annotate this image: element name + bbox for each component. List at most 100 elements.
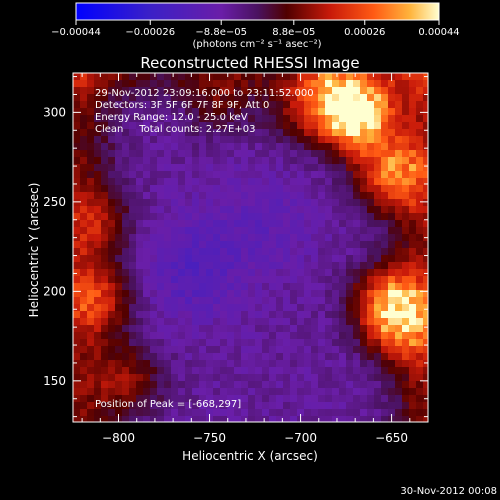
heatmap-cell — [150, 402, 158, 410]
heatmap-cell — [241, 227, 249, 235]
heatmap-cell — [248, 150, 256, 158]
heatmap-cell — [192, 248, 200, 256]
heatmap-cell — [283, 108, 291, 116]
heatmap-cell — [129, 353, 137, 361]
heatmap-cell — [297, 304, 305, 312]
heatmap-cell — [241, 339, 249, 347]
heatmap-cell — [241, 101, 249, 109]
heatmap-cell — [402, 395, 410, 403]
heatmap-cell — [157, 129, 165, 137]
heatmap-cell — [255, 213, 263, 221]
heatmap-cell — [416, 234, 424, 242]
heatmap-cell — [346, 318, 354, 326]
heatmap-cell — [367, 220, 375, 228]
heatmap-cell — [276, 136, 284, 144]
heatmap-cell — [367, 80, 375, 88]
heatmap-cell — [318, 290, 326, 298]
heatmap-cell — [269, 73, 277, 81]
heatmap-cell — [360, 381, 368, 389]
heatmap-cell — [73, 80, 81, 88]
heatmap-cell — [199, 269, 207, 277]
heatmap-cell — [388, 136, 396, 144]
heatmap-cell — [150, 381, 158, 389]
heatmap-cell — [101, 346, 109, 354]
heatmap-cell — [395, 409, 403, 417]
heatmap-cell — [213, 115, 221, 123]
heatmap-cell — [192, 318, 200, 326]
heatmap-cell — [374, 311, 382, 319]
heatmap-cell — [185, 73, 193, 81]
heatmap-cell — [171, 115, 179, 123]
colorbar-tick-label: −0.00026 — [125, 27, 175, 38]
heatmap-cell — [87, 297, 95, 305]
heatmap-cell — [325, 150, 333, 158]
heatmap-cell — [297, 290, 305, 298]
heatmap-cell — [367, 185, 375, 193]
heatmap-cell — [80, 311, 88, 319]
heatmap-cell — [262, 143, 270, 151]
heatmap-cell — [213, 395, 221, 403]
heatmap-cell — [73, 248, 81, 256]
heatmap-cell — [164, 374, 172, 382]
heatmap-cell — [360, 409, 368, 417]
heatmap-cell — [304, 150, 312, 158]
heatmap-cell — [115, 220, 123, 228]
heatmap-cell — [388, 115, 396, 123]
heatmap-cell — [220, 395, 228, 403]
heatmap-cell — [101, 395, 109, 403]
heatmap-cell — [185, 276, 193, 284]
heatmap-cell — [290, 416, 298, 422]
heatmap-cell — [241, 325, 249, 333]
heatmap-cell — [304, 171, 312, 179]
heatmap-cell — [108, 87, 116, 95]
heatmap-cell — [339, 227, 347, 235]
heatmap-cell — [122, 255, 130, 263]
heatmap-cell — [381, 234, 389, 242]
heatmap-cell — [192, 283, 200, 291]
heatmap-cell — [227, 234, 235, 242]
heatmap-cell — [73, 108, 81, 116]
heatmap-cell — [185, 108, 193, 116]
heatmap-cell — [262, 234, 270, 242]
heatmap-cell — [339, 360, 347, 368]
heatmap-cell — [388, 220, 396, 228]
heatmap-cell — [339, 129, 347, 137]
heatmap-cell — [234, 262, 242, 270]
heatmap-cell — [367, 234, 375, 242]
heatmap-cell — [122, 101, 130, 109]
heatmap-cell — [297, 269, 305, 277]
heatmap-cell — [164, 353, 172, 361]
heatmap-cell — [171, 129, 179, 137]
heatmap-cell — [325, 276, 333, 284]
heatmap-cell — [157, 402, 165, 410]
heatmap-cell — [255, 297, 263, 305]
heatmap-cell — [367, 206, 375, 214]
heatmap-cell — [276, 395, 284, 403]
heatmap-cell — [374, 304, 382, 312]
heatmap-cell — [136, 108, 144, 116]
heatmap-cell — [87, 318, 95, 326]
heatmap-cell — [150, 416, 158, 422]
heatmap-cell — [122, 381, 130, 389]
heatmap-cell — [381, 206, 389, 214]
heatmap-cell — [220, 80, 228, 88]
heatmap-cell — [262, 164, 270, 172]
heatmap-cell — [297, 255, 305, 263]
heatmap-cell — [206, 248, 214, 256]
heatmap-cell — [276, 416, 284, 422]
heatmap-cell — [318, 108, 326, 116]
heatmap-cell — [136, 388, 144, 396]
heatmap-cell — [360, 115, 368, 123]
heatmap-cell — [311, 227, 319, 235]
heatmap-cell — [143, 220, 151, 228]
heatmap-cell — [374, 136, 382, 144]
heatmap-cell — [409, 346, 417, 354]
heatmap-cell — [199, 87, 207, 95]
heatmap-cell — [129, 129, 137, 137]
heatmap-cell — [199, 157, 207, 165]
heatmap-cell — [290, 241, 298, 249]
heatmap-cell — [136, 416, 144, 422]
heatmap-cell — [374, 416, 382, 422]
heatmap-cell — [136, 213, 144, 221]
heatmap-cell — [73, 94, 81, 102]
